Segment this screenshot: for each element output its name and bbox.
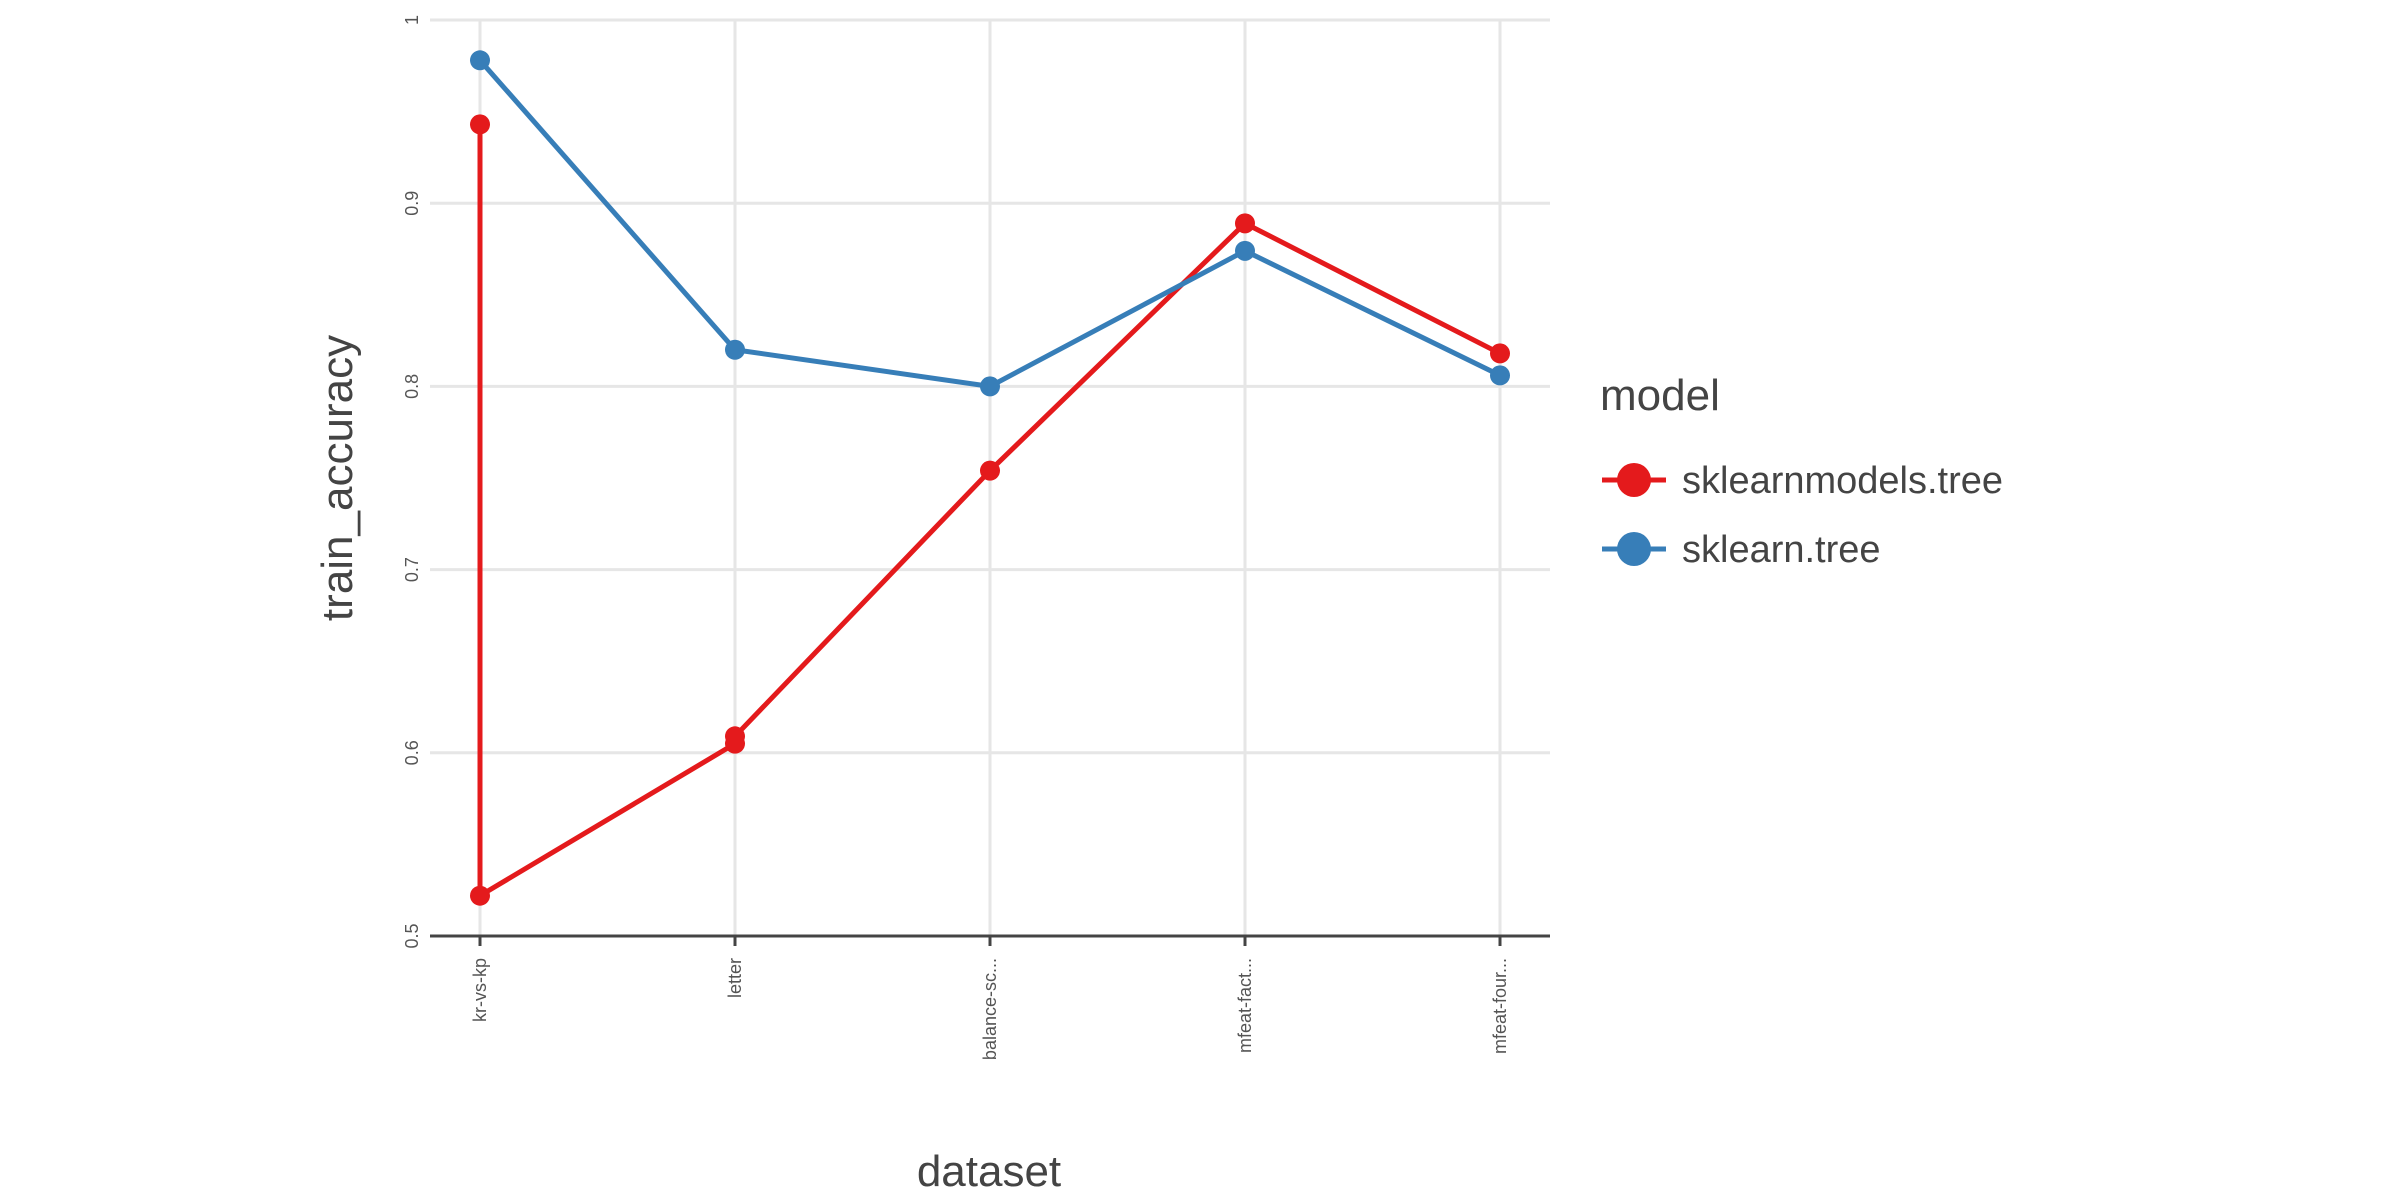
data-point bbox=[470, 885, 490, 906]
axes: 0.5 0.6 0.7 0.8 0.9 1 kr-vs-kp letter balance-sc… bbox=[402, 15, 1550, 1060]
y-tick-label: 0.9 bbox=[402, 191, 422, 216]
data-point bbox=[1235, 213, 1255, 234]
legend: sklearnmodels.tree sklearn.tree bbox=[1602, 460, 2003, 571]
y-tick-label: 0.7 bbox=[402, 557, 422, 582]
data-point bbox=[980, 460, 1000, 481]
y-tick-label: 0.5 bbox=[402, 923, 422, 948]
x-tick-label: balance-sc... bbox=[980, 958, 1000, 1060]
x-tick-label: letter bbox=[725, 958, 745, 998]
y-tick-label: 1 bbox=[402, 15, 422, 25]
x-tick-label: kr-vs-kp bbox=[470, 958, 490, 1022]
x-axis-title: dataset bbox=[917, 1147, 1061, 1196]
y-tick-label: 0.8 bbox=[402, 374, 422, 399]
data-point bbox=[725, 339, 745, 360]
legend-key-point bbox=[1617, 532, 1651, 566]
data-point bbox=[980, 376, 1000, 397]
legend-key-point bbox=[1617, 463, 1651, 497]
x-tick-label: mfeat-fact... bbox=[1235, 958, 1255, 1053]
data-point bbox=[1235, 240, 1255, 261]
y-tick-label: 0.6 bbox=[402, 740, 422, 765]
y-axis-title: train_accuracy bbox=[313, 335, 362, 621]
data-point bbox=[1490, 343, 1510, 364]
data-point bbox=[1490, 365, 1510, 386]
legend-label: sklearnmodels.tree bbox=[1682, 460, 2003, 502]
legend-title: model bbox=[1600, 371, 1720, 420]
data-point bbox=[470, 114, 490, 135]
legend-label: sklearn.tree bbox=[1682, 529, 1881, 571]
data-point bbox=[470, 50, 490, 71]
data-point bbox=[725, 726, 745, 747]
series bbox=[470, 50, 1510, 906]
x-tick-label: mfeat-four... bbox=[1490, 958, 1510, 1054]
